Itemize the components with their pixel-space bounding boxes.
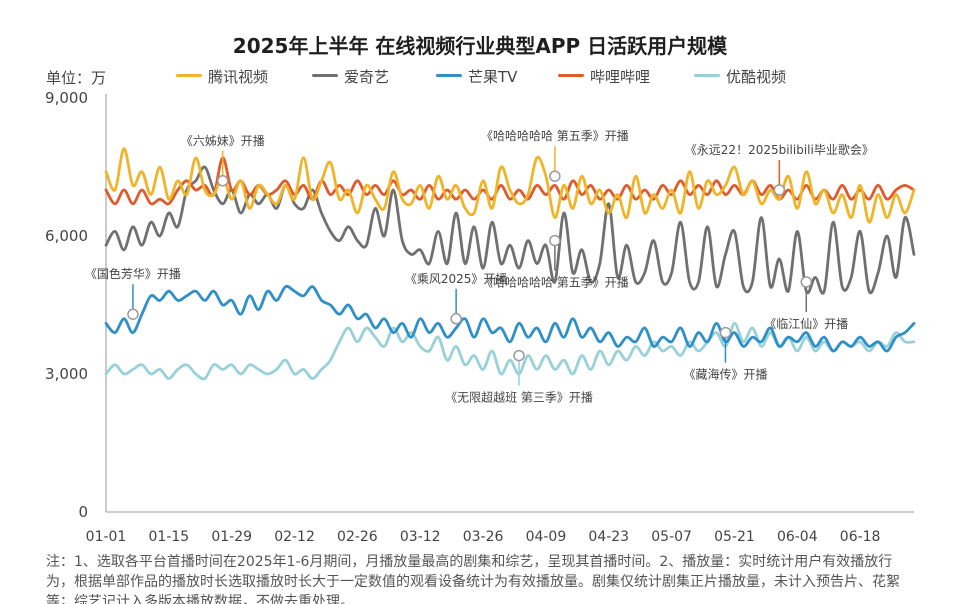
y-axis-unit: 单位：万 bbox=[46, 69, 107, 87]
x-tick-label: 05-07 bbox=[651, 529, 692, 545]
annotation-label: 《乘风2025》开播 bbox=[405, 272, 508, 286]
footnote: 注：1、选取各平台首播时间在2025年1-6月期间，月播放量最高的剧集和综艺，呈… bbox=[46, 554, 900, 604]
series-line-iqiyi bbox=[104, 165, 916, 295]
annotation-label: 《临江仙》开播 bbox=[764, 317, 848, 331]
y-tick-label: 6,000 bbox=[45, 227, 88, 245]
legend-swatch bbox=[312, 74, 338, 77]
x-tick-label: 04-09 bbox=[526, 529, 567, 545]
annotation-label: 《六姊妹》开播 bbox=[181, 134, 265, 148]
series-line-youku bbox=[104, 321, 916, 381]
legend-item-tencent: 腾讯视频 bbox=[176, 66, 268, 87]
x-tick-label: 06-04 bbox=[777, 529, 818, 545]
annotation-marker bbox=[719, 326, 732, 339]
annotation-label: 《哈哈哈哈哈 第五季》开播 bbox=[481, 129, 629, 143]
x-tick-label: 04-23 bbox=[588, 529, 629, 545]
legend-swatch bbox=[558, 74, 584, 77]
series-line-tencent bbox=[104, 147, 916, 224]
annotation-marker bbox=[549, 170, 561, 182]
x-tick-label: 02-12 bbox=[274, 529, 315, 545]
x-tick-label: 01-01 bbox=[86, 529, 127, 545]
chart-title: 2025年上半年 在线视频行业典型APP 日活跃用户规模 bbox=[232, 34, 728, 58]
x-tick-label: 03-26 bbox=[463, 529, 504, 545]
legend-item-iqiyi: 爱奇艺 bbox=[312, 66, 389, 87]
x-tick-label: 05-21 bbox=[714, 529, 755, 545]
y-tick-label: 9,000 bbox=[45, 89, 88, 107]
legend-label: 腾讯视频 bbox=[208, 68, 269, 86]
annotation-marker bbox=[773, 184, 786, 196]
annotation-marker bbox=[450, 313, 462, 325]
x-tick-label: 02-26 bbox=[337, 529, 378, 545]
x-tick-label: 03-12 bbox=[400, 529, 441, 545]
legend-item-bilibili: 哔哩哔哩 bbox=[558, 66, 650, 87]
x-tick-label: 01-15 bbox=[149, 529, 190, 545]
legend-label: 优酷视频 bbox=[726, 68, 787, 86]
legend-swatch bbox=[176, 74, 202, 77]
annotation-label: 《永远22！2025bilibili毕业歌会》 bbox=[685, 142, 874, 157]
annotation-marker bbox=[549, 234, 561, 247]
legend-label: 芒果TV bbox=[468, 68, 518, 86]
x-tick-label: 06-18 bbox=[840, 529, 881, 545]
legend-label: 爱奇艺 bbox=[344, 68, 390, 86]
annotation-label: 《哈哈哈哈哈 第五季》开播 bbox=[481, 276, 629, 290]
annotation-label: 《藏海传》开播 bbox=[683, 367, 767, 382]
legend-item-youku: 优酷视频 bbox=[694, 66, 786, 87]
annotation-label: 《无限超越班 第三季》开播 bbox=[445, 390, 593, 405]
legend-label: 哔哩哔哩 bbox=[590, 68, 651, 86]
annotation-marker bbox=[513, 349, 525, 362]
legend-swatch bbox=[694, 74, 720, 77]
y-tick-label: 3,000 bbox=[45, 365, 88, 383]
y-tick-label: 0 bbox=[78, 503, 88, 521]
legend-item-mango: 芒果TV bbox=[436, 66, 517, 87]
x-tick-label: 01-29 bbox=[211, 529, 252, 545]
legend-swatch bbox=[436, 74, 462, 77]
annotation-marker bbox=[127, 308, 139, 320]
series-line-mango bbox=[104, 284, 916, 353]
annotation-label: 《国色芳华》开播 bbox=[85, 267, 181, 281]
annotation-marker bbox=[800, 276, 813, 288]
annotation-marker bbox=[216, 175, 229, 187]
